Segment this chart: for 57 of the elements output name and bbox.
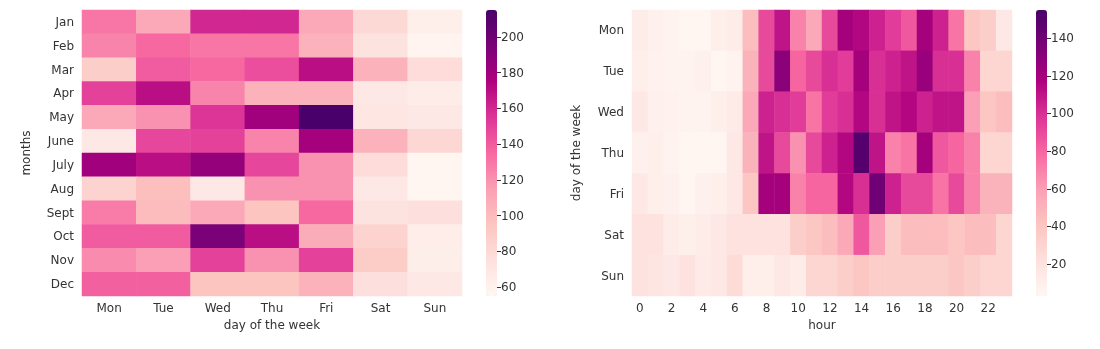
x-axis-title: hour [808,317,836,332]
y-tick-label: Oct [53,229,75,244]
x-tick-label: Mon [96,301,122,315]
x-tick-label: 0 [636,301,644,315]
y-tick-label: Apr [53,86,75,101]
y-axis-title: day of the week [569,104,583,202]
x-axis-title: day of the week [223,317,321,332]
color-bar-label: 200 [501,29,524,44]
y-tick-label: Tue [602,64,624,79]
y-tick-label: Mar [51,62,75,77]
x-tick-label: 18 [917,301,933,315]
y-tick-label: June [46,134,74,149]
color-bar-label: 100 [501,208,524,223]
color-bar-label: 180 [501,65,524,80]
color-bar-label: 100 [1051,106,1074,121]
y-tick-label: May [49,110,74,125]
x-tick-label: 20 [948,301,965,315]
color-bar-label: 20 [1051,257,1067,272]
y-tick-label: Aug [50,181,74,196]
color-bar-label: 140 [501,137,524,152]
y-tick-label: Dec [50,277,74,292]
x-tick-label: 4 [699,301,708,315]
x-tick-label: 2 [667,301,676,315]
y-axis-title: months [19,130,33,176]
y-tick-label: Feb [52,38,74,53]
color-bar-label: 120 [1051,68,1074,83]
x-tick-label: Sat [370,301,391,315]
y-tick-label: Fri [609,186,624,201]
x-tick-label: Wed [204,301,231,315]
y-tick-label: Sun [601,268,624,283]
y-tick-label: Nov [50,253,74,268]
x-tick-label: Thu [259,301,284,315]
x-tick-label: 8 [762,301,771,315]
y-tick-label: Thu [600,146,624,160]
y-tick-label: Jan [54,14,74,29]
color-bar-label: 160 [501,101,524,116]
y-tick-label: Wed [597,105,624,120]
y-tick-label: Sat [604,227,625,242]
color-bar-label: 140 [1051,31,1074,46]
x-tick-label: 22 [980,301,996,315]
x-tick-label: 12 [822,301,838,315]
color-bar-label: 80 [1051,144,1067,159]
y-tick-label: Sept [46,205,75,220]
x-tick-label: 14 [853,301,870,315]
x-tick-label: 6 [731,301,739,315]
x-tick-label: Sun [423,301,447,315]
color-bar-label: 80 [501,244,517,259]
color-bar-label: 120 [501,172,524,187]
color-bar-label: 60 [1051,181,1067,196]
color-bar-label: 40 [1051,219,1067,234]
x-tick-label: Tue [152,301,174,315]
x-tick-label: Fri [319,301,334,315]
x-tick-label: 10 [790,301,806,315]
color-bar-label: 60 [501,280,517,295]
y-tick-label: Mon [598,23,624,38]
y-tick-label: July [51,157,74,172]
x-tick-label: 16 [885,301,901,315]
